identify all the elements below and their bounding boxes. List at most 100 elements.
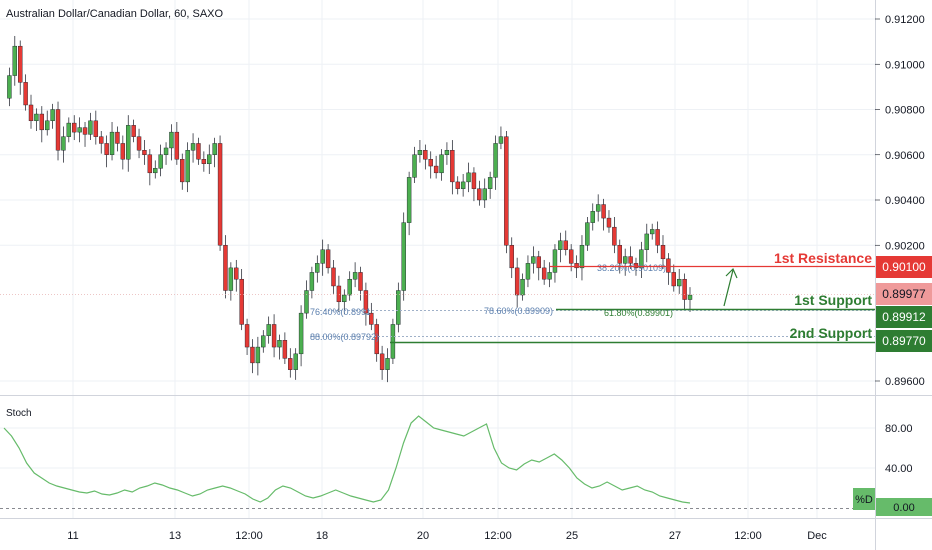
candle-body [266, 324, 271, 336]
candle-body [406, 177, 412, 223]
candle-body [628, 256, 633, 264]
time-tick-label: 18 [316, 530, 328, 542]
candle-body [23, 82, 28, 106]
candle-body [271, 324, 277, 348]
stoch-tick-label: 80.00 [885, 423, 913, 435]
price-tick-label: 0.90400 [885, 195, 925, 207]
time-tick-label: 25 [566, 530, 578, 542]
candle-body [142, 150, 147, 155]
last-price-badge [876, 283, 932, 305]
time-tick-label: 12:00 [484, 530, 512, 542]
candle-body [212, 143, 217, 155]
candle-body [72, 122, 77, 133]
fib-382-label: 38.20%(0.90109) [597, 263, 666, 273]
stoch-tick-label: 40.00 [885, 463, 913, 475]
candle-body [601, 204, 606, 219]
candle-body [547, 272, 552, 280]
candle-body [163, 147, 169, 155]
candle-body [363, 290, 369, 314]
candle-body [34, 113, 39, 122]
candle-body [444, 150, 450, 155]
time-axis[interactable]: 11 13 12:00 18 20 12:00 25 27 12:00 Dec [67, 530, 827, 542]
candle-body [423, 150, 428, 160]
fib-764-label: 76.40%(0.8991 [310, 307, 371, 317]
candle-body [552, 249, 558, 273]
price-axis[interactable]: 0.91200 0.91000 0.90800 0.90600 0.90400 0.902… [875, 14, 925, 388]
candle-body [234, 267, 239, 280]
candle-body [509, 245, 514, 269]
candle-body [536, 256, 541, 269]
candle-body [579, 245, 585, 269]
candle-body [514, 267, 520, 296]
candle-body [223, 245, 228, 291]
candle-body [126, 125, 131, 160]
candle-body [682, 278, 687, 300]
candle-body [585, 222, 590, 246]
candle-body [190, 143, 196, 151]
candle-body [136, 136, 142, 151]
arrow-annotation [723, 267, 738, 307]
candle-body [304, 290, 309, 314]
candle-body [50, 109, 55, 122]
price-tick-label: 0.90800 [885, 105, 925, 117]
candle-body [331, 267, 336, 287]
candle-body [401, 222, 406, 291]
candle-body [639, 249, 644, 269]
candle-body [595, 204, 601, 212]
candle-body [28, 104, 34, 122]
candle-body [374, 324, 379, 355]
candle-body [671, 272, 676, 287]
candle-body [228, 267, 234, 291]
candle-body [439, 154, 444, 174]
candle-body [109, 131, 115, 155]
candle-body [531, 256, 536, 264]
candle-body [482, 188, 487, 201]
level-lines: 1st Resistance 1st Support 2nd Support [0, 250, 875, 344]
candle-body [520, 278, 525, 296]
time-tick-label: Dec [807, 530, 827, 542]
candle-body [320, 249, 325, 264]
stoch-d-badge [853, 488, 875, 510]
candle-body [55, 109, 61, 151]
candle-body [104, 143, 109, 155]
candle-body [666, 258, 671, 273]
candle-body [471, 172, 477, 189]
candle-body [174, 131, 180, 160]
candle-body [396, 290, 401, 325]
candle-body [325, 249, 331, 269]
candle-body [169, 131, 174, 149]
candle-body [687, 294, 693, 300]
stoch-axis[interactable]: 80.00 40.00 [885, 423, 913, 475]
candle-body [477, 188, 482, 201]
time-tick-label: 12:00 [235, 530, 263, 542]
candle-body [541, 267, 547, 280]
candle-body [66, 122, 72, 137]
candle-body [644, 233, 649, 250]
candle-body [342, 294, 347, 303]
candle-body [612, 226, 617, 246]
time-tick-label: 13 [169, 530, 181, 542]
candle-body [82, 127, 88, 135]
candle-body [315, 263, 320, 273]
stoch-pane-bg [0, 396, 875, 518]
candle-body [574, 263, 579, 269]
price-badges: 0.90100 0.89977 0.89912 0.89770 [876, 256, 932, 352]
time-tick-label: 12:00 [734, 530, 762, 542]
price-tick-label: 0.91200 [885, 14, 925, 26]
candle-body [450, 150, 455, 183]
candle-body [93, 120, 99, 137]
candle-body [255, 346, 261, 364]
fib-786-label: 78.60%(0.89909) [484, 306, 553, 316]
candle-body [77, 127, 82, 133]
chart-title: Australian Dollar/Canadian Dollar, 60, S… [6, 8, 224, 20]
candle-body [298, 312, 304, 355]
candle-body [633, 263, 639, 269]
candle-body [649, 229, 655, 235]
candle-body [185, 150, 190, 183]
candle-body [336, 285, 342, 303]
candle-body [504, 136, 509, 246]
candle-body [660, 245, 666, 260]
candle-body [244, 324, 250, 348]
candle-body [622, 256, 628, 264]
candle-body [217, 143, 223, 246]
